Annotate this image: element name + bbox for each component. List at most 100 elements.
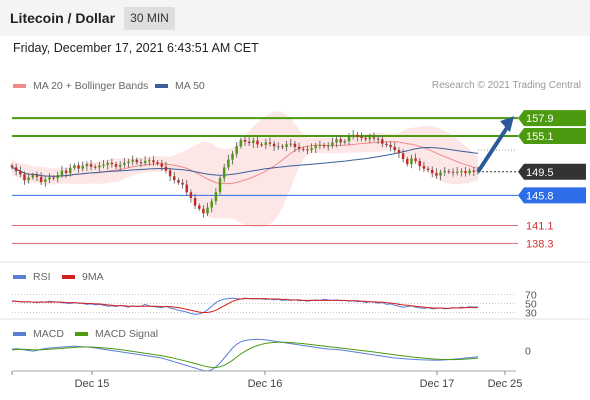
timeframe-button[interactable]: 30 MIN: [124, 7, 175, 30]
rsi-series-rsi: [11, 297, 478, 315]
x-tick-label: Dec 15: [75, 378, 110, 390]
datetime-label: Friday, December 17, 2021 6:43:51 AM CET: [13, 41, 259, 55]
candle-body: [114, 164, 118, 167]
instrument-title: Litecoin / Dollar: [10, 10, 116, 26]
candle-body: [127, 161, 130, 163]
candle-body: [318, 144, 322, 146]
candle-body: [339, 139, 342, 143]
candle-body: [152, 160, 155, 163]
x-tick-label: Dec 16: [248, 378, 283, 390]
candle-body: [464, 171, 467, 174]
x-tick-label: Dec 17: [420, 378, 455, 390]
candle-body: [235, 146, 238, 154]
candle-body: [264, 142, 268, 145]
rsi-ma-legend-swatch: [62, 275, 75, 279]
candle-body: [439, 172, 442, 176]
candle-body: [451, 171, 455, 173]
rsi-tick-label: 50: [525, 299, 537, 311]
candle-body: [123, 162, 126, 165]
candle-body: [397, 150, 401, 154]
candle-body: [239, 139, 243, 147]
candle-body: [168, 170, 172, 177]
candle-body: [85, 164, 89, 167]
candle-body: [326, 145, 330, 147]
candle-body: [351, 134, 355, 137]
level-label-138.3: 138.3: [526, 238, 554, 250]
candle-body: [93, 166, 97, 168]
candle-body: [60, 170, 64, 175]
candle-body: [476, 171, 480, 173]
ma50-legend-swatch: [155, 84, 168, 88]
candle-body: [418, 160, 421, 167]
candle-body: [252, 140, 255, 144]
candle-body: [118, 164, 122, 167]
candle-body: [189, 192, 193, 198]
candle-body: [73, 165, 76, 168]
candle-body: [48, 177, 51, 180]
level-tag-155.1: [518, 128, 586, 145]
candle-body: [160, 163, 164, 167]
level-tag-149.5: [518, 163, 586, 180]
candle-body: [81, 166, 84, 169]
candle-body: [372, 137, 376, 139]
level-tag-145.8: [518, 187, 586, 204]
candle-body: [247, 141, 251, 144]
macd-signal-legend-swatch: [75, 332, 88, 336]
candle-body: [310, 148, 313, 151]
bb-legend-swatch: [13, 84, 26, 88]
candle-body: [277, 146, 280, 148]
candle-body: [414, 158, 417, 161]
candle-body: [210, 201, 213, 208]
candle-body: [148, 160, 151, 162]
candle-body: [297, 146, 301, 149]
candle-body: [69, 167, 72, 174]
candle-body: [393, 146, 397, 151]
candle-body: [343, 141, 347, 143]
candle-body: [181, 182, 184, 185]
rsi-tick-label: 30: [525, 308, 537, 320]
bb-legend-label: MA 20 + Bollinger Bands: [33, 80, 149, 92]
macd-zero-label: 0: [525, 346, 531, 358]
candle-body: [406, 159, 409, 165]
candle-body: [156, 162, 159, 164]
candle-body: [260, 144, 263, 146]
candle-body: [381, 139, 384, 144]
level-label-155.1: 155.1: [526, 131, 554, 143]
top-bar: Litecoin / Dollar 30 MIN: [0, 0, 590, 36]
candle-body: [135, 159, 139, 163]
macd-legend-swatch: [13, 332, 26, 336]
candle-body: [430, 169, 434, 174]
x-tick-label: Dec 25: [488, 378, 523, 390]
candle-body: [293, 143, 297, 147]
candle-body: [98, 165, 101, 168]
bollinger-band-area: [12, 111, 478, 228]
candle-body: [202, 208, 205, 214]
candle-body: [23, 174, 26, 181]
candle-body: [193, 197, 197, 206]
candle-body: [164, 166, 168, 171]
macd-series-macd-signal: [11, 341, 479, 369]
candle-body: [243, 139, 247, 142]
candle-body: [335, 139, 338, 143]
candle-body: [56, 175, 60, 179]
candle-body: [385, 143, 388, 145]
candle-body: [214, 192, 218, 202]
projection-arrow-shaft: [476, 125, 510, 173]
chart-panel: [0, 36, 590, 400]
rsi-tick-label: 70: [525, 290, 537, 302]
candle-body: [222, 167, 226, 179]
rsi-legend-swatch: [13, 275, 26, 279]
candle-body: [44, 179, 47, 183]
level-label-145.8: 145.8: [526, 190, 554, 202]
candle-body: [31, 175, 35, 178]
candle-body: [272, 143, 276, 147]
candle-body: [64, 170, 68, 174]
candle-body: [468, 170, 471, 174]
ma50-line: [11, 146, 479, 177]
macd-legend-label: MACD: [33, 328, 64, 340]
candle-body: [206, 207, 209, 214]
candle-body: [422, 166, 426, 169]
candle-body: [331, 142, 334, 146]
candle-body: [77, 165, 80, 169]
